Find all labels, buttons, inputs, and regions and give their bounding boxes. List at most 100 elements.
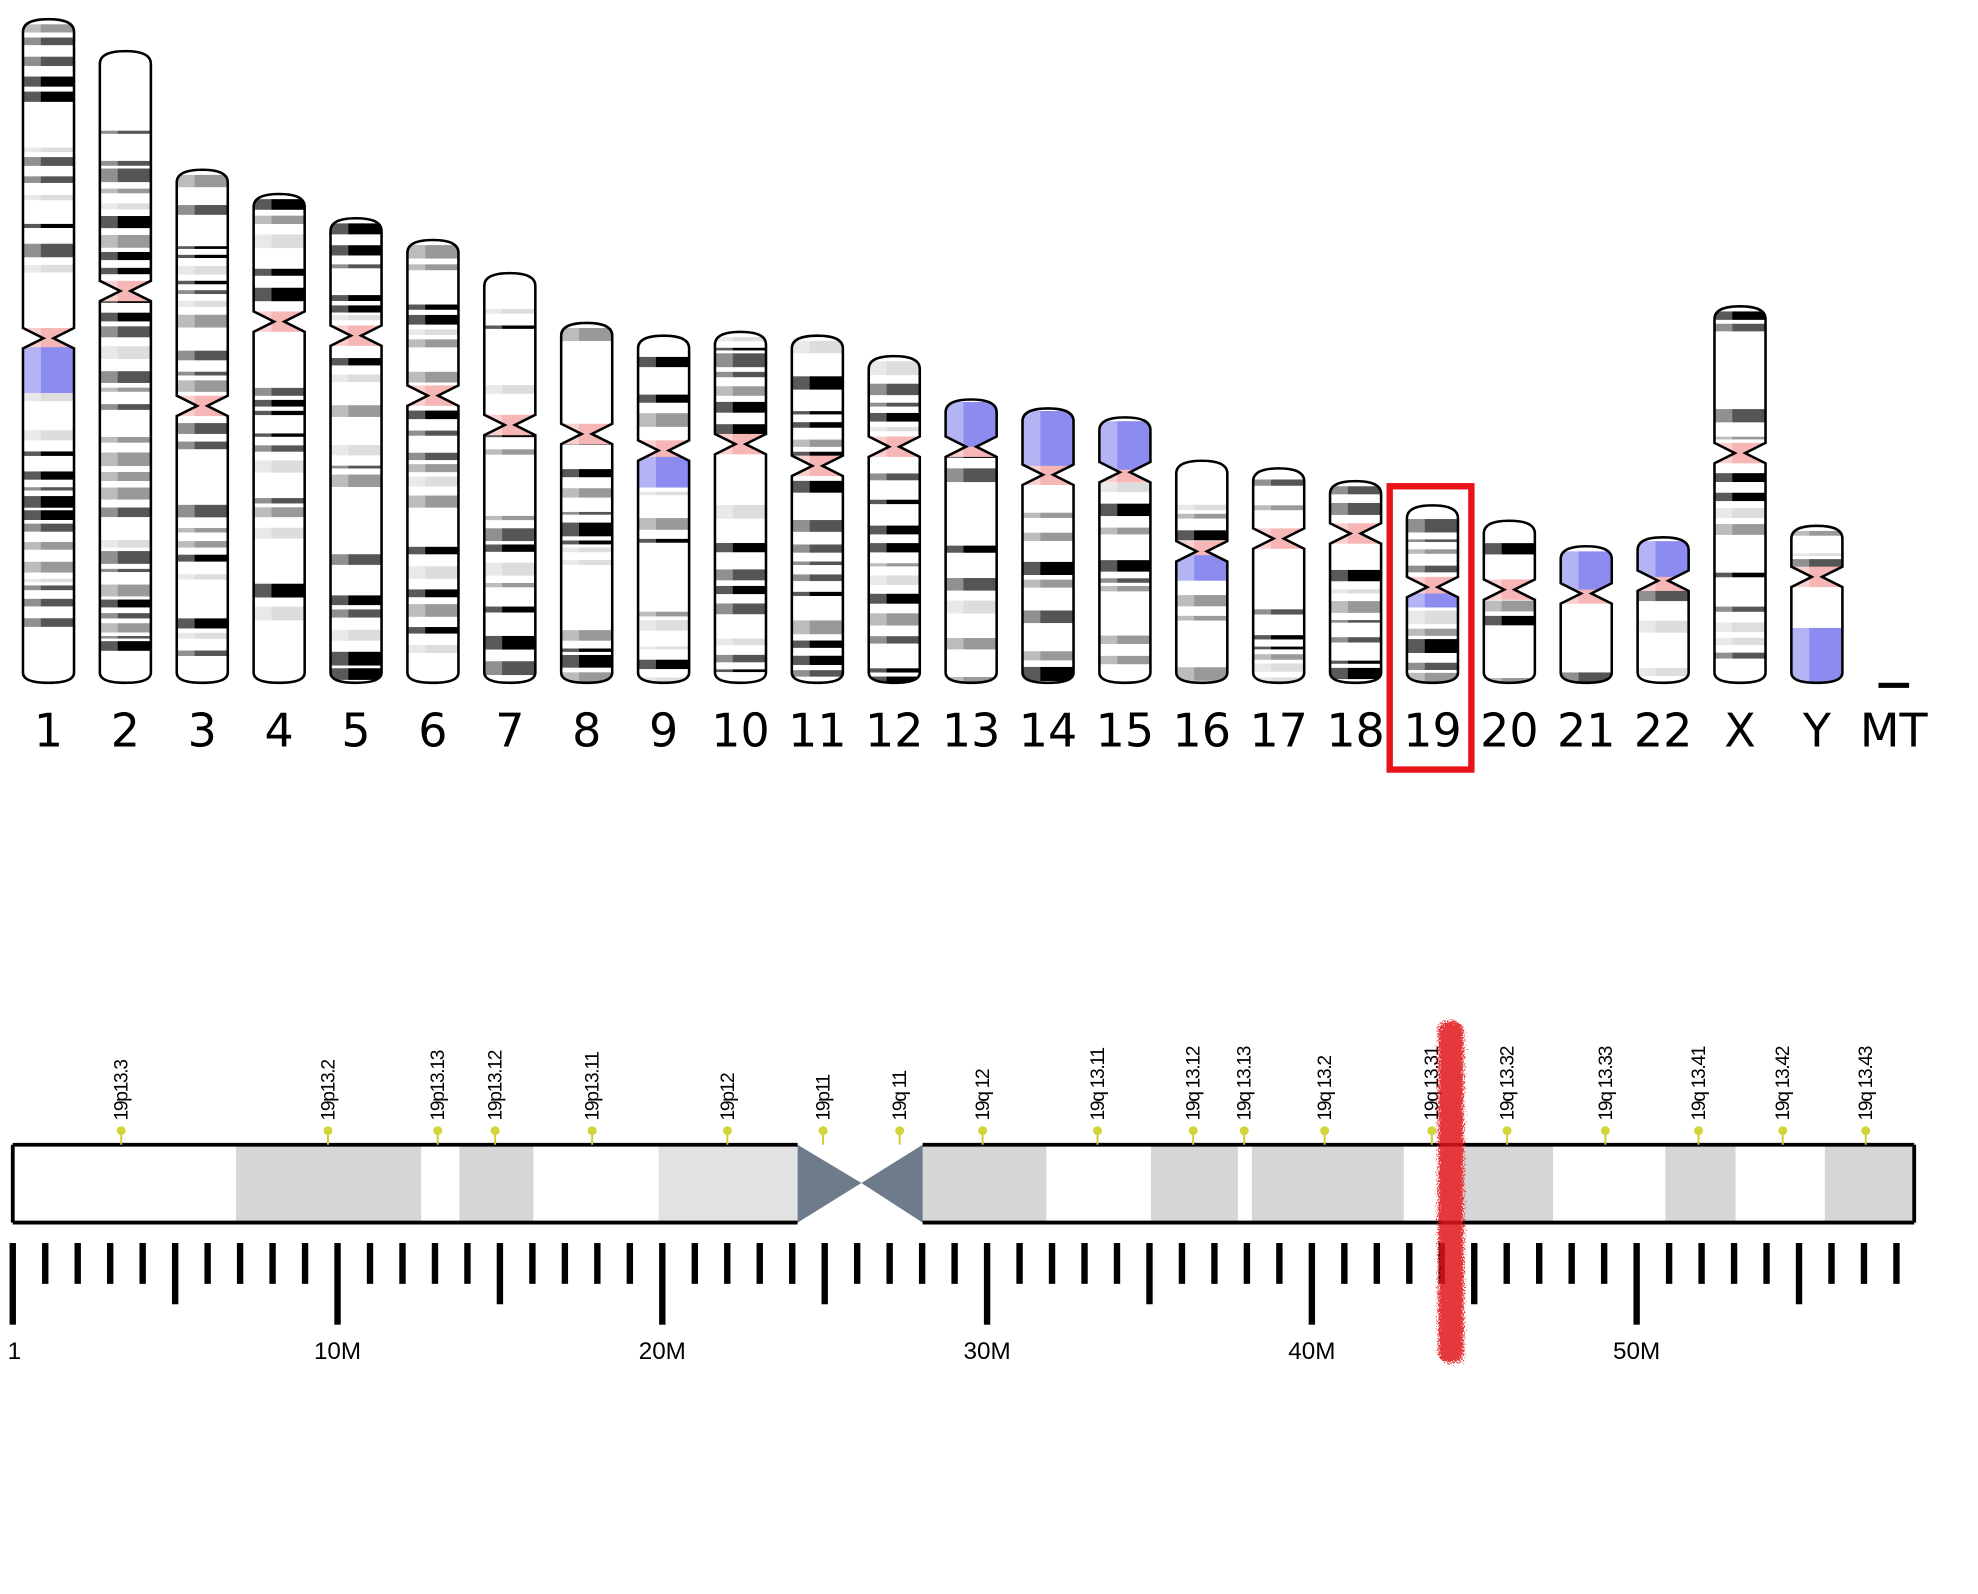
chromosome [714, 331, 766, 683]
scale-label: 20M [639, 1338, 686, 1365]
scale-tick [42, 1243, 49, 1284]
chromosome-band [1176, 530, 1228, 541]
chromosome-band [22, 430, 75, 441]
chromosome-band [99, 507, 151, 518]
chromosome-label: 10 [711, 704, 769, 758]
chromosome-outline [1482, 519, 1537, 685]
chromosome-band [791, 670, 843, 677]
band-label: 19q 12 [973, 1069, 994, 1120]
shading [22, 19, 41, 683]
chromosome [1022, 408, 1074, 683]
band-region [1665, 1144, 1736, 1223]
chromosome-outline [636, 334, 691, 685]
chromosome [330, 218, 382, 683]
chromosome-outline [1559, 544, 1614, 685]
scale-tick [789, 1243, 796, 1284]
scale-tick [1178, 1243, 1186, 1284]
scale-tick [74, 1243, 81, 1284]
chromosome-band [714, 336, 766, 342]
band-dot [587, 1126, 597, 1136]
chromosome-band [1637, 667, 1689, 677]
chromosome-band [1022, 610, 1074, 624]
chromosome-band [1714, 606, 1766, 612]
chromosome-band [99, 188, 151, 194]
scale-tick [236, 1243, 244, 1284]
band-label: 19p13.12 [486, 1050, 507, 1120]
scale-tick [594, 1243, 601, 1284]
chromosome-band [1330, 620, 1382, 623]
chromosome-body [99, 51, 151, 683]
chromosome-band [868, 668, 920, 673]
chromosome-band [99, 168, 151, 183]
chromosome-band [22, 194, 75, 201]
scale-tick [366, 1243, 374, 1284]
chromosome-label: 8 [572, 704, 601, 758]
chromosome-band [638, 677, 690, 683]
chromosome-label: 18 [1326, 704, 1384, 758]
chromosome-outline [483, 271, 537, 685]
scale-tick [1893, 1243, 1900, 1284]
chromosome-band [561, 488, 613, 498]
chromosome-label: 3 [188, 704, 217, 758]
chromosome-outline [1713, 305, 1767, 685]
chromosome-band [253, 199, 305, 210]
chromosome-band [176, 254, 228, 259]
scale-tick [1503, 1243, 1510, 1284]
chromosome-band [1714, 622, 1766, 632]
chromosome-label: 7 [495, 704, 524, 758]
chromosome-band [791, 340, 843, 354]
chromosome-band [714, 569, 766, 581]
chromosome-band [1714, 652, 1766, 659]
chromosome-band [407, 339, 459, 348]
chromosome-band [22, 91, 75, 102]
chromosome-band [407, 464, 459, 473]
chromosome-band [1176, 615, 1228, 621]
chromosome-band [945, 600, 997, 614]
heterochromatin [1560, 551, 1612, 590]
chromosome-band [407, 604, 459, 617]
mt-mark [1878, 682, 1910, 688]
scale-tick [464, 1243, 471, 1284]
scale-tick [1373, 1243, 1381, 1284]
chromosome-body [868, 356, 920, 683]
chromosome-band [22, 541, 75, 550]
chromosome-band [99, 584, 151, 597]
chromosome [638, 335, 690, 683]
chromosome-band [1099, 527, 1151, 535]
chromosome-band [868, 402, 920, 407]
scale-tick [756, 1243, 763, 1284]
scale-tick [1276, 1243, 1283, 1284]
chromosome-band [99, 613, 151, 619]
band-label: 19p13.11 [583, 1052, 604, 1121]
chromosome-outline [1405, 504, 1460, 685]
chromosome-outline [329, 216, 383, 685]
heterochromatin [1791, 627, 1843, 683]
scale-tick [301, 1243, 309, 1284]
chromosome-band [22, 523, 75, 532]
band-dot [1694, 1126, 1703, 1136]
chromosome-band [1406, 565, 1458, 573]
chromosome-band [22, 147, 75, 153]
heterochromatin [1406, 593, 1458, 608]
chromosome-label: Y [1802, 704, 1832, 758]
chromosome-band [253, 399, 305, 407]
chromosome-band [407, 476, 459, 487]
chromosome-band [330, 445, 382, 456]
chromosome-outline [867, 354, 922, 685]
chromosome-band [99, 203, 151, 210]
chromosome-band [1406, 662, 1458, 670]
chromosome-band [1022, 666, 1074, 681]
chromosome-band [945, 578, 997, 591]
chromosome [868, 356, 920, 683]
chromosome-band [22, 176, 75, 183]
chromosome-band [868, 575, 920, 586]
chromosome-band [868, 563, 920, 567]
chromosome-band [176, 504, 228, 518]
band-region [1463, 1144, 1554, 1223]
chromosome-band [176, 554, 228, 562]
chromosome-outline [1790, 524, 1844, 685]
scale-label: 10M [314, 1338, 361, 1365]
chromosome-band [561, 630, 613, 641]
chromosome-band [1714, 508, 1766, 519]
chromosome [484, 273, 536, 683]
